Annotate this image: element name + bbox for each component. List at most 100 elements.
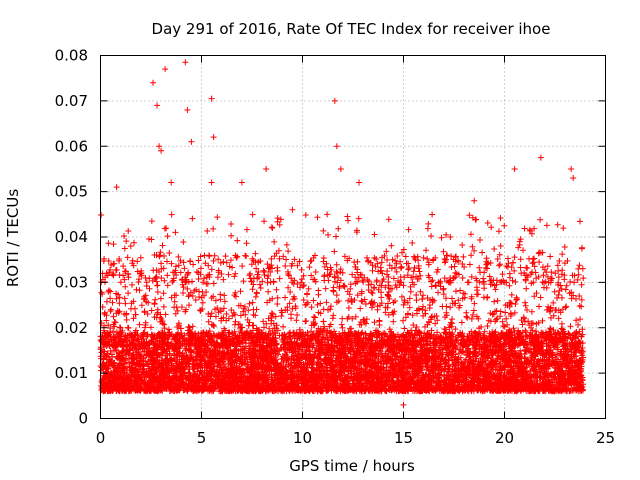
data-point <box>357 305 364 312</box>
data-point <box>419 296 426 303</box>
data-point <box>400 246 407 253</box>
data-point <box>576 302 583 309</box>
data-point <box>397 265 404 272</box>
data-point <box>548 269 555 276</box>
data-point <box>171 298 178 305</box>
data-point <box>440 291 447 298</box>
chart-title: Day 291 of 2016, Rate Of TEC Index for r… <box>152 20 551 38</box>
data-point <box>217 291 224 298</box>
data-point <box>208 310 215 317</box>
data-point <box>496 251 503 258</box>
data-point <box>232 289 239 296</box>
data-point <box>214 214 221 221</box>
data-point <box>310 297 317 304</box>
data-point <box>246 300 253 307</box>
data-point <box>323 299 330 306</box>
data-point <box>452 269 459 276</box>
data-point <box>196 294 203 301</box>
data-point <box>563 303 570 310</box>
data-point <box>134 258 141 265</box>
data-point <box>210 322 217 329</box>
data-point <box>121 245 128 252</box>
data-point <box>282 263 289 270</box>
data-point <box>270 278 277 285</box>
data-point <box>532 328 539 335</box>
data-point <box>116 294 123 301</box>
data-point <box>369 267 376 274</box>
data-point <box>496 228 503 235</box>
data-point <box>164 282 171 289</box>
data-point <box>405 226 412 233</box>
data-point <box>324 211 331 218</box>
data-point <box>444 252 451 259</box>
data-point <box>283 256 290 263</box>
data-point <box>265 288 272 295</box>
data-point <box>575 271 582 278</box>
data-point <box>576 218 583 225</box>
data-point <box>341 283 348 290</box>
data-point <box>253 306 260 313</box>
data-points <box>97 59 587 408</box>
data-point <box>185 302 192 309</box>
data-point <box>239 263 246 270</box>
data-point <box>512 301 519 308</box>
data-point <box>249 299 256 306</box>
data-point <box>511 254 518 261</box>
data-point <box>332 233 339 240</box>
data-point <box>562 286 569 293</box>
data-point <box>217 259 224 266</box>
data-point <box>184 285 191 292</box>
data-point <box>164 233 171 240</box>
data-point <box>333 261 340 268</box>
data-point <box>390 318 397 325</box>
data-point <box>131 239 138 246</box>
data-point <box>158 260 165 267</box>
data-point <box>486 273 493 280</box>
data-point <box>310 313 317 320</box>
data-point <box>510 259 517 266</box>
data-point <box>285 248 292 255</box>
data-point <box>531 255 538 262</box>
data-point <box>156 253 163 260</box>
data-point <box>121 295 128 302</box>
data-point <box>152 274 159 281</box>
data-point <box>220 305 227 312</box>
data-point <box>127 305 134 312</box>
data-point <box>265 272 272 279</box>
data-point <box>312 268 319 275</box>
data-point <box>388 242 395 249</box>
data-point <box>243 226 250 233</box>
data-point <box>314 301 321 308</box>
data-point <box>130 315 137 322</box>
data-point <box>363 316 370 323</box>
data-point <box>429 211 436 218</box>
data-point <box>227 257 234 264</box>
data-point <box>511 309 518 316</box>
data-point <box>274 294 281 301</box>
data-point <box>210 280 217 287</box>
data-point <box>283 241 290 248</box>
data-point <box>402 253 409 260</box>
data-point <box>468 273 475 280</box>
data-point <box>210 257 217 264</box>
data-point <box>580 275 587 282</box>
data-point <box>172 263 179 270</box>
data-point <box>327 271 334 278</box>
data-point <box>122 283 129 290</box>
data-point <box>467 231 474 238</box>
data-point <box>249 286 256 293</box>
data-point <box>536 259 543 266</box>
data-point <box>103 298 110 305</box>
data-point <box>168 211 175 218</box>
data-point <box>420 254 427 261</box>
data-point <box>491 298 498 305</box>
data-point <box>385 288 392 295</box>
data-point <box>484 265 491 272</box>
data-point <box>504 263 511 270</box>
data-point <box>451 263 458 270</box>
data-point <box>137 254 144 261</box>
data-point <box>333 292 340 299</box>
data-point <box>190 261 197 268</box>
data-point <box>199 299 206 306</box>
